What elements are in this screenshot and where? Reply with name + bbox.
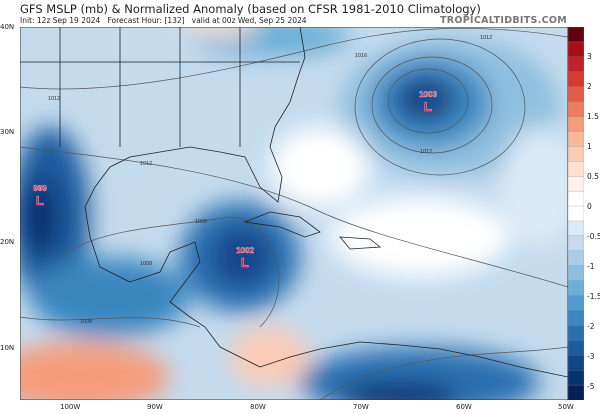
colorbar-bin	[568, 205, 584, 222]
anomaly-field	[20, 27, 568, 400]
svg-text:1008: 1008	[80, 319, 92, 325]
low-1002-pressure: 1002	[236, 246, 254, 255]
colorbar-bin	[568, 41, 584, 58]
brand-watermark: TROPICALTIDBITS.COM	[440, 15, 567, 26]
colorbar-bin	[568, 295, 584, 312]
colorbar	[568, 27, 584, 400]
lat-label: 40N	[0, 23, 15, 31]
colorbar-bin	[568, 325, 584, 341]
forecast-hour: Forecast Hour: [132]	[107, 16, 185, 25]
colorbar-bin	[568, 340, 584, 356]
colorbar-label: -1.5	[587, 292, 600, 301]
colorbar-bin	[568, 265, 584, 282]
svg-text:1012: 1012	[140, 161, 152, 167]
svg-text:1012: 1012	[480, 35, 492, 41]
svg-text:1008: 1008	[195, 219, 207, 225]
colorbar-bin	[568, 116, 584, 133]
colorbar-label: -3	[587, 352, 595, 361]
colorbar-bin	[568, 220, 584, 237]
map-subtitle: Init: 12z Sep 19 2024 Forecast Hour: [13…	[20, 16, 307, 25]
colorbar-bin	[568, 101, 584, 118]
lon-label: 50W	[558, 403, 574, 411]
svg-text:1012: 1012	[420, 149, 432, 155]
colorbar-label: 1	[587, 142, 592, 151]
low-999-symbol: L	[36, 193, 44, 208]
colorbar-bin	[568, 131, 584, 148]
lat-label: 30N	[0, 128, 15, 136]
colorbar-bin	[568, 56, 584, 73]
colorbar-bin	[568, 176, 584, 192]
colorbar-label: -5	[587, 382, 595, 391]
lon-label: 70W	[353, 403, 369, 411]
low-999-pressure: 999	[33, 184, 47, 193]
valid-time: valid at 00z Wed, Sep 25 2024	[191, 16, 307, 25]
colorbar-bin	[568, 161, 584, 177]
svg-text:1012: 1012	[48, 96, 60, 102]
lon-label: 100W	[60, 403, 81, 411]
contour-labels: 1016 1012 1012 1012 1008 1008 1008 1012	[48, 35, 492, 325]
lon-label: 80W	[250, 403, 266, 411]
init-time: Init: 12z Sep 19 2024	[20, 16, 101, 25]
colorbar-bin	[568, 250, 584, 267]
colorbar-bin	[568, 146, 584, 162]
svg-text:1008: 1008	[140, 261, 152, 267]
colorbar-bin	[568, 71, 584, 88]
isobars	[20, 27, 568, 400]
colorbar-bin	[568, 280, 584, 297]
colorbar-bin	[568, 370, 584, 386]
colorbar-label: 0.5	[587, 172, 599, 181]
low-centers: 999 L 1002 L 1003 L	[33, 90, 437, 270]
colorbar-label: 1.5	[587, 112, 599, 121]
low-1002-symbol: L	[241, 255, 249, 270]
colorbar-bin	[568, 27, 584, 43]
lat-label: 20N	[0, 238, 15, 246]
svg-text:1016: 1016	[355, 53, 367, 59]
low-1003-pressure: 1003	[419, 90, 437, 99]
colorbar-bin	[568, 235, 584, 252]
colorbar-bin	[568, 190, 584, 207]
colorbar-bin	[568, 310, 584, 327]
colorbar-label: 0	[587, 202, 592, 211]
colorbar-bin	[568, 384, 584, 400]
colorbar-bin	[568, 86, 584, 103]
colorbar-label: 3	[587, 52, 592, 61]
lon-label: 90W	[147, 403, 163, 411]
lat-label: 10N	[0, 344, 15, 352]
colorbar-label: -0.5	[587, 232, 600, 241]
mslp-anomaly-map: 999 L 1002 L 1003 L 1016 1012 1012 1012 …	[20, 27, 568, 400]
lon-label: 60W	[456, 403, 472, 411]
colorbar-label: 2	[587, 82, 592, 91]
colorbar-bin	[568, 355, 584, 371]
map-title: GFS MSLP (mb) & Normalized Anomaly (base…	[20, 2, 481, 16]
colorbar-label: -1	[587, 262, 595, 271]
colorbar-label: -2	[587, 322, 595, 331]
low-1003-symbol: L	[424, 99, 432, 114]
coastlines	[20, 27, 568, 378]
